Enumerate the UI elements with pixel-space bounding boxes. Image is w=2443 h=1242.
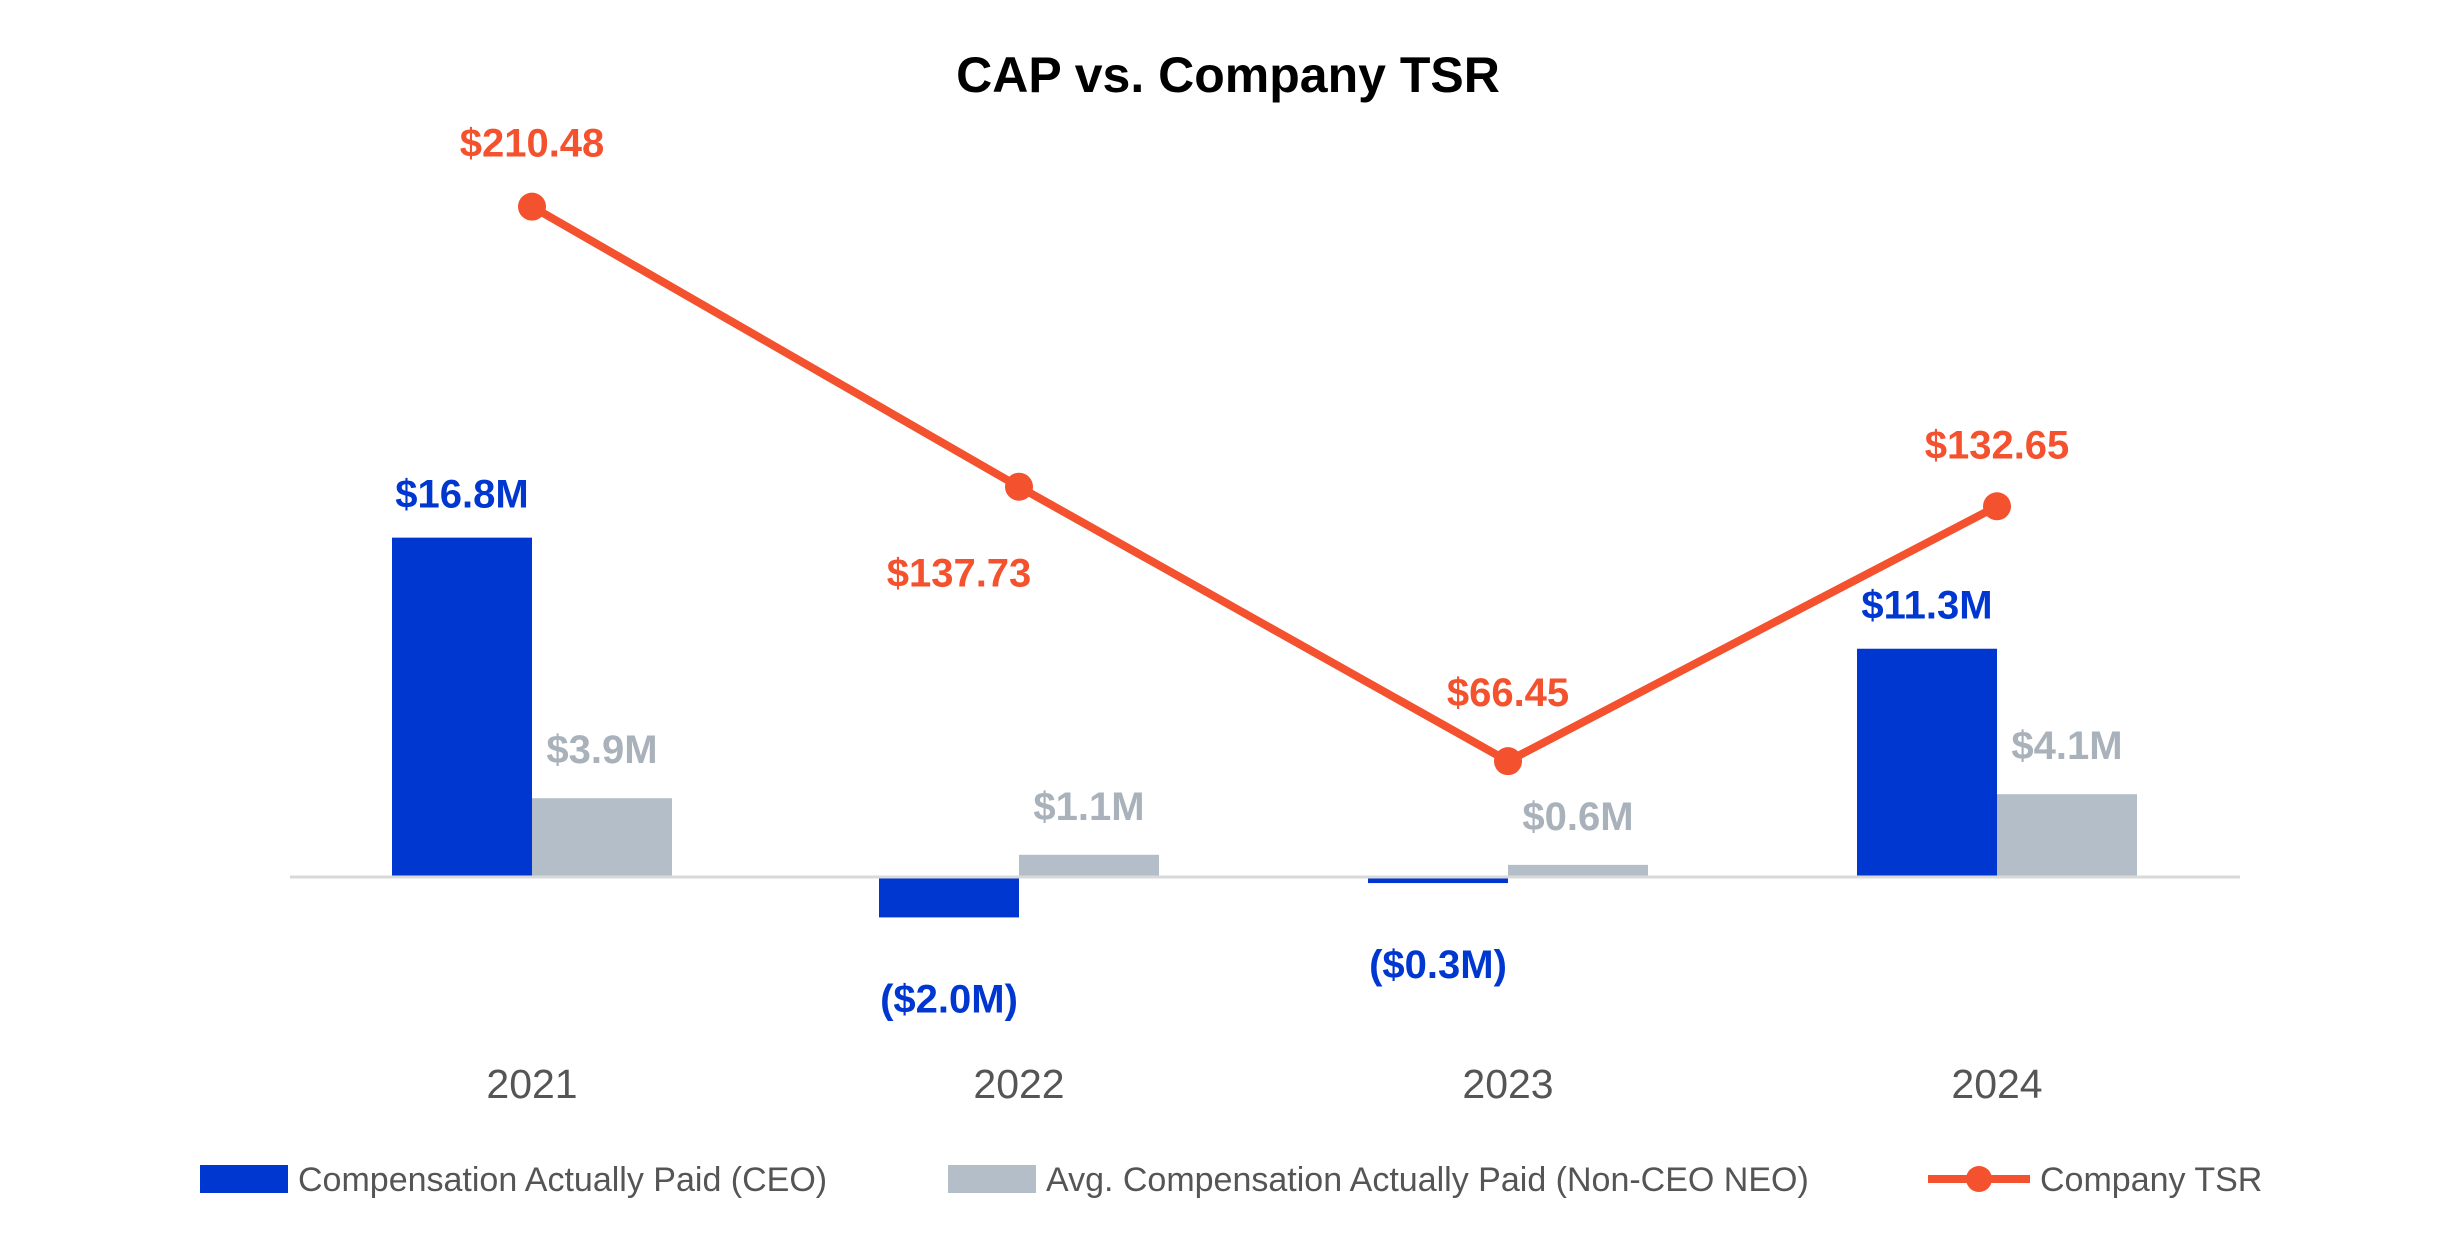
data-label-neo-2022: $1.1M [1033,785,1144,829]
data-label-ceo-2024: $11.3M [1861,584,1992,628]
tsr-point-2024 [1983,492,2011,521]
bar-neo-2023 [1508,864,1648,877]
tsr-point-2023 [1494,747,1522,776]
bar-ceo-2024 [1857,648,1997,877]
legend-label-neo: Avg. Compensation Actually Paid (Non-CEO… [1046,1161,1809,1199]
bar-ceo-2022 [879,877,1019,918]
data-label-tsr-2024: $132.65 [1925,423,2070,467]
legend: Compensation Actually Paid (CEO) Avg. Co… [200,1161,2262,1199]
data-label-tsr-2022: $137.73 [887,552,1032,596]
chart-title: CAP vs. Company TSR [956,47,1500,103]
legend-swatch-neo [948,1165,1036,1193]
bar-neo-2021 [532,798,672,877]
data-label-neo-2024: $4.1M [2011,724,2122,768]
data-label-ceo-2021: $16.8M [395,473,528,517]
data-label-ceo-2022: ($2.0M) [880,977,1018,1021]
x-tick-label-2022: 2022 [973,1061,1064,1107]
tsr-point-2022 [1005,472,1033,501]
x-tick-label-2021: 2021 [486,1061,577,1107]
tsr-point-2021 [518,192,546,221]
bar-ceo-2021 [392,537,532,877]
tsr-line [530,203,1999,766]
legend-label-ceo: Compensation Actually Paid (CEO) [298,1161,827,1199]
x-tick-label-2023: 2023 [1462,1061,1553,1107]
data-label-neo-2021: $3.9M [546,728,657,772]
bar-neo-2022 [1019,854,1159,877]
x-tick-label-2024: 2024 [1951,1061,2042,1107]
bar-neo-2024 [1997,794,2137,877]
legend-swatch-ceo [200,1165,288,1193]
bar-ceo-2023 [1368,877,1508,884]
data-label-ceo-2023: ($0.3M) [1369,943,1507,987]
legend-swatch-tsr-marker [1966,1166,1992,1192]
data-label-tsr-2023: $66.45 [1447,671,1569,715]
data-label-tsr-2021: $210.48 [460,122,605,166]
legend-label-tsr: Company TSR [2040,1161,2262,1199]
data-label-neo-2023: $0.6M [1522,795,1633,839]
